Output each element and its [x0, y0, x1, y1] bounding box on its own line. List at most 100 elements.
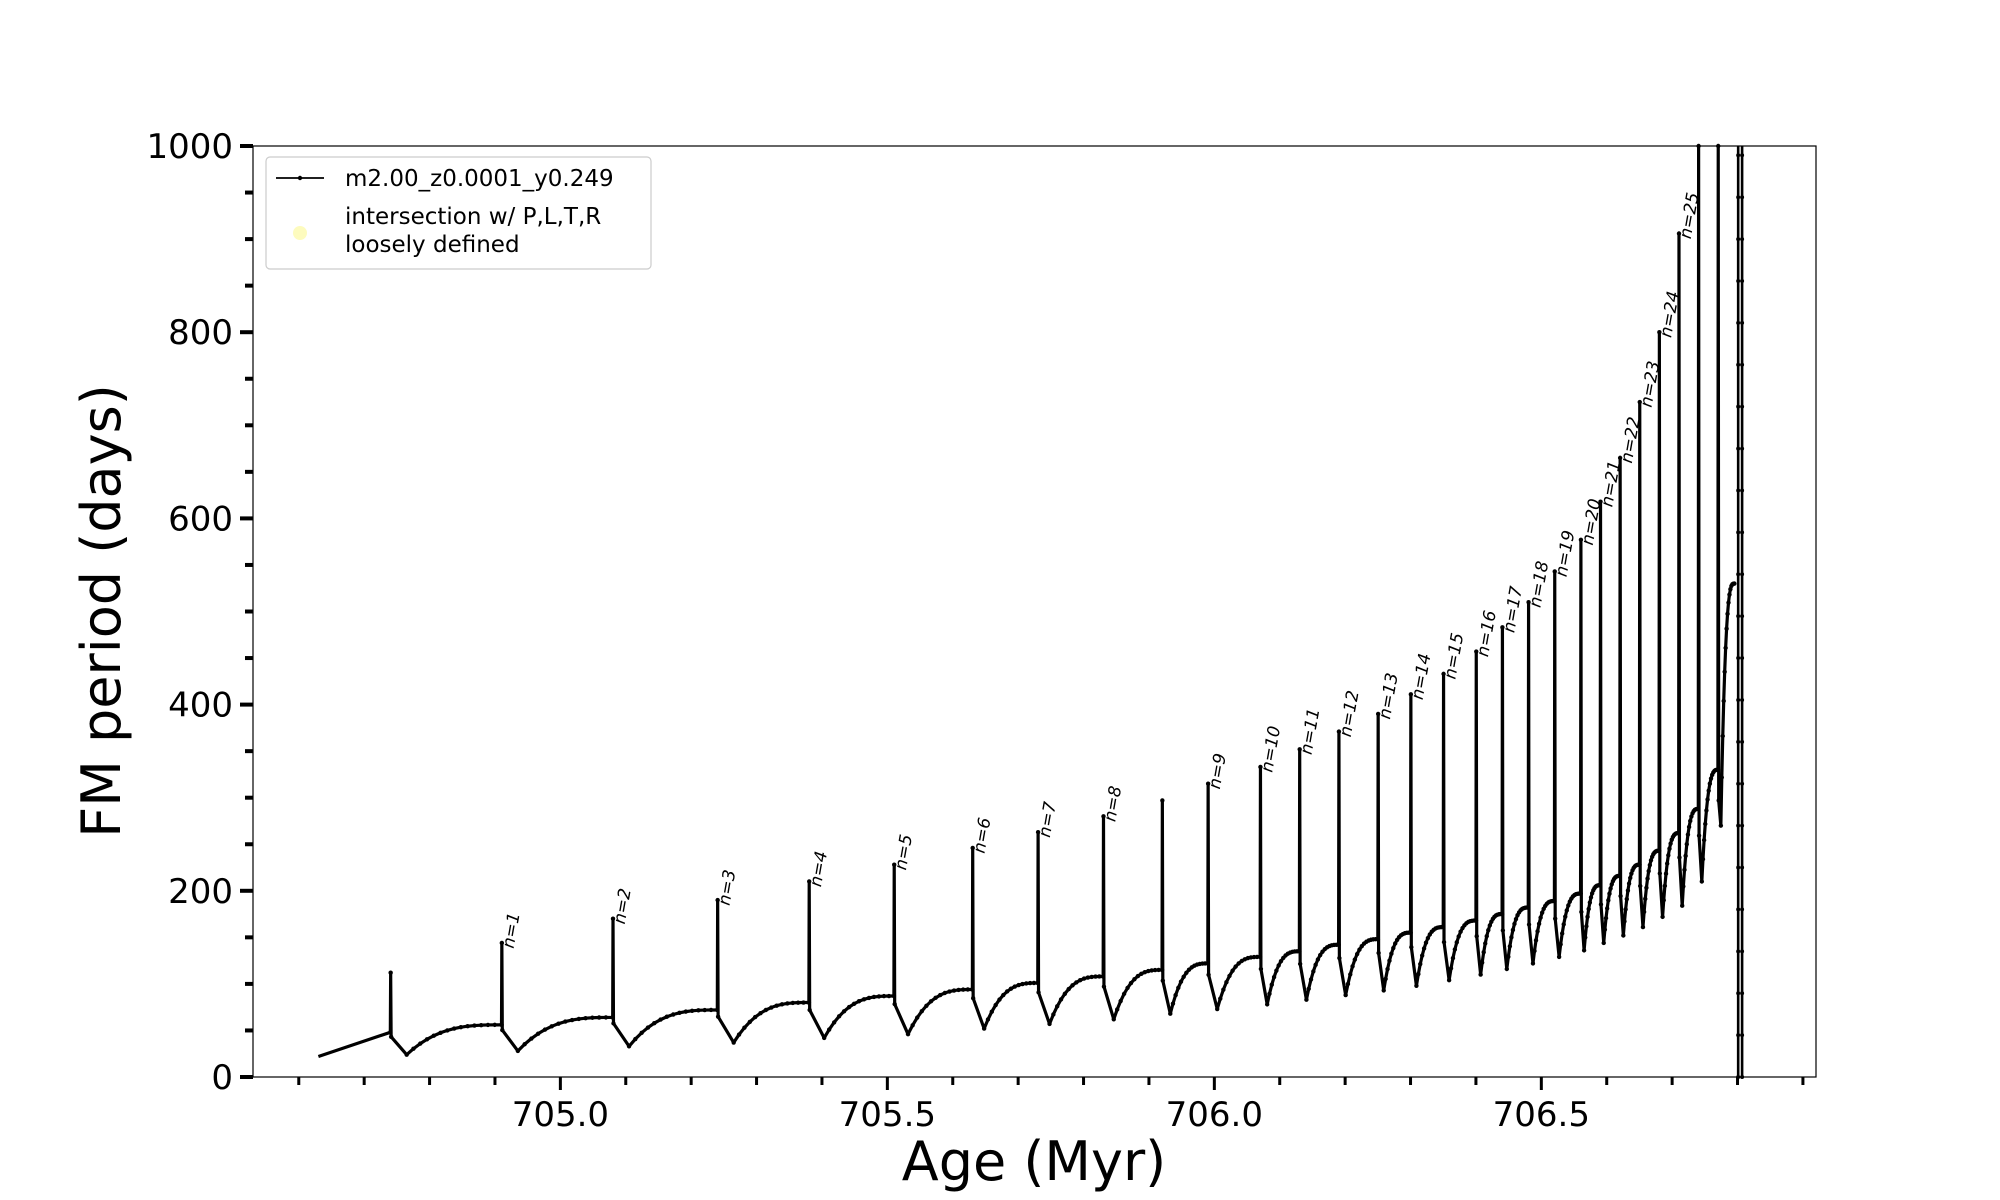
series-point: [1481, 949, 1486, 955]
series-point: [1345, 981, 1351, 987]
series-point: [1027, 980, 1033, 986]
series-point: [1230, 968, 1235, 973]
series-point: [951, 988, 957, 993]
series-point: [851, 1001, 857, 1007]
series-point: [1409, 944, 1414, 950]
series-point: [1389, 951, 1394, 956]
series-point: [1566, 903, 1571, 908]
series-point: [1381, 988, 1386, 993]
series-point: [1646, 868, 1651, 874]
series-point: [1504, 966, 1510, 972]
series-point: [388, 970, 393, 975]
series-point: [871, 994, 877, 1000]
series-point: [1578, 891, 1583, 896]
series-point: [1418, 961, 1423, 967]
series-point: [1097, 974, 1102, 979]
series-point: [1267, 991, 1272, 996]
series-point: [1350, 964, 1355, 969]
series-point: [388, 1030, 393, 1035]
series-point: [1446, 977, 1452, 983]
series-point: [736, 1032, 742, 1037]
series-point: [1606, 898, 1611, 903]
series-point: [1070, 983, 1075, 988]
y-tick-label: 800: [168, 313, 233, 353]
series-point: [933, 995, 938, 1001]
x-tick-label: 705.5: [839, 1095, 936, 1135]
series-point: [1641, 909, 1647, 915]
series-point: [1016, 982, 1021, 988]
series-point: [500, 1027, 505, 1033]
series-point: [1539, 910, 1545, 915]
series-point: [603, 1015, 609, 1020]
series-point: [1337, 955, 1342, 961]
series-point: [1586, 906, 1591, 912]
end-spike-point: [1736, 320, 1741, 325]
series-point: [424, 1037, 430, 1042]
y-axis-label: FM period (days): [70, 384, 133, 838]
series-point: [1625, 888, 1631, 893]
series-point: [652, 1021, 657, 1026]
series-point: [1578, 537, 1584, 543]
series-point: [938, 992, 943, 998]
legend-entry-intersection-line1: intersection w/ P,L,T,R: [345, 204, 601, 230]
series-point: [1184, 970, 1189, 975]
end-spike-point: [1736, 697, 1741, 702]
x-axis-label: Age (Myr): [902, 1130, 1167, 1193]
series-point: [1159, 967, 1165, 973]
series-point: [1680, 903, 1685, 908]
x-tick-label: 706.0: [1166, 1095, 1263, 1135]
series-point: [1304, 997, 1309, 1002]
series-point: [1500, 928, 1506, 933]
series-point: [1552, 916, 1558, 921]
end-spike-point: [1736, 404, 1741, 409]
series-point: [1160, 798, 1165, 803]
series-point: [1354, 951, 1360, 957]
series-point: [1206, 972, 1211, 977]
series-point: [836, 1014, 842, 1019]
series-point: [1416, 971, 1421, 977]
series-point: [1146, 968, 1151, 974]
series-point: [1696, 833, 1702, 838]
series-point: [1617, 873, 1623, 879]
series-point: [1703, 821, 1708, 827]
end-spike-point: [1740, 153, 1745, 158]
series-point: [1357, 947, 1362, 952]
series-point: [1603, 915, 1609, 921]
series-point: [1640, 924, 1646, 930]
series-point: [1681, 884, 1686, 889]
x-tick-label: 706.5: [1493, 1095, 1590, 1135]
series-point: [981, 1026, 987, 1031]
end-spike-point: [1736, 488, 1741, 493]
series-point: [1062, 991, 1068, 996]
series-point: [478, 1022, 484, 1028]
series-point: [1132, 976, 1137, 982]
series-point: [1618, 893, 1623, 899]
series-point: [1047, 1021, 1052, 1027]
series-point: [1156, 967, 1161, 973]
series-point: [1315, 957, 1321, 962]
series-point: [1271, 974, 1277, 980]
series-point: [569, 1017, 575, 1023]
series-point: [689, 1008, 695, 1014]
series-point: [1348, 972, 1353, 977]
series-point: [1626, 881, 1632, 886]
series-point: [1685, 832, 1691, 837]
series-point: [752, 1014, 758, 1020]
series-point: [1721, 698, 1726, 704]
series-point: [1024, 981, 1029, 986]
series-point: [1677, 855, 1682, 860]
series-point: [1725, 611, 1730, 617]
series-point: [658, 1017, 663, 1022]
series-point: [1532, 948, 1537, 954]
x-axis: 705.0 705.5 706.0 706.5: [297, 1077, 1805, 1135]
series-point: [485, 1022, 491, 1028]
series-point: [1643, 896, 1648, 902]
series-point: [1510, 927, 1516, 933]
series-point: [1486, 927, 1491, 933]
end-spike-point: [1740, 530, 1745, 535]
series-point: [708, 1007, 714, 1013]
series-point: [1719, 775, 1725, 780]
series-point: [1732, 581, 1737, 586]
series-point: [892, 1001, 897, 1007]
legend: m2.00_z0.0001_y0.249 intersection w/ P,L…: [265, 156, 652, 270]
